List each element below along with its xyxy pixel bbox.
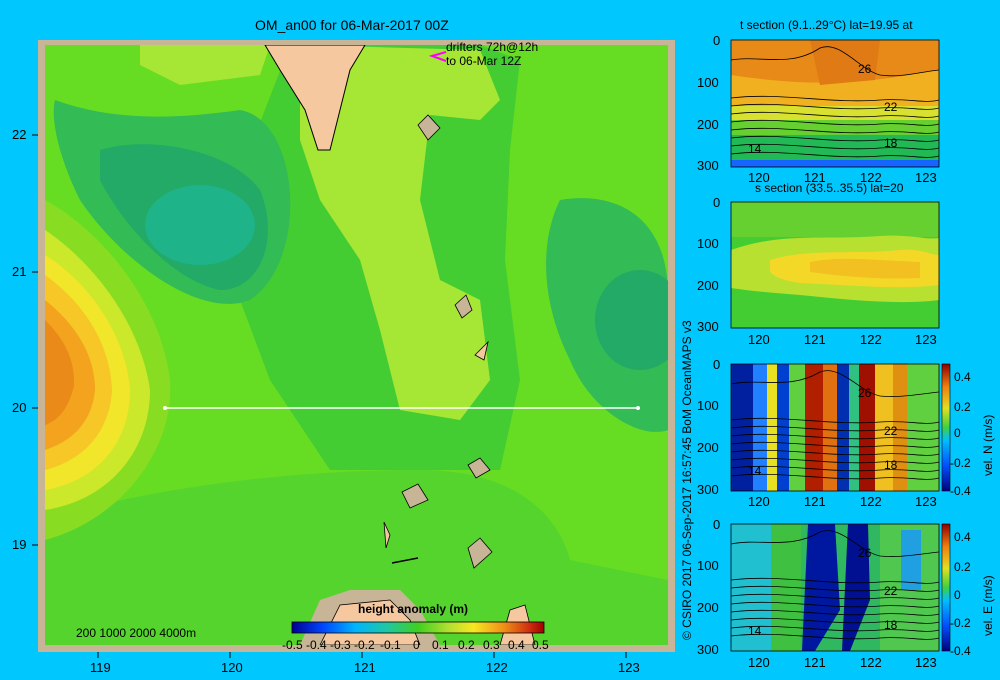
- colorbar-label: height anomaly (m): [358, 602, 469, 616]
- panel4-contour-label: 14: [748, 624, 762, 638]
- panel1-contour-label: 14: [748, 142, 762, 156]
- panel3-contour-label: 18: [884, 458, 898, 472]
- panel1-title: t section (9.1..29°C) lat=19.95 at: [740, 18, 913, 32]
- map-xtick: 120: [221, 660, 243, 675]
- map-xtick: 119: [90, 660, 111, 675]
- map-ytick: 22: [12, 127, 27, 142]
- map-ytick: 21: [12, 264, 27, 279]
- vel-e-label: vel. E (m/s): [981, 575, 995, 636]
- panel4-contour-label: 22: [884, 584, 898, 598]
- panel1-contour-label: 26: [858, 62, 872, 76]
- map-xtick: 122: [486, 660, 508, 675]
- panel3-contour-label: 26: [858, 386, 872, 400]
- credit-text: © CSIRO 2017 06-Sep-2017 16:57:45 BoM Oc…: [680, 320, 694, 640]
- drifters-date: to 06-Mar 12Z: [446, 54, 522, 68]
- panel3-contour-label: 14: [748, 464, 762, 478]
- map-tick-marks: [32, 134, 627, 658]
- drifters-label: drifters 72h@12h: [446, 40, 539, 54]
- map-xtick: 121: [354, 660, 376, 675]
- panel3-contour-label: 22: [884, 424, 898, 438]
- panel4-contour-label: 18: [884, 618, 898, 632]
- map-title: OM_an00 for 06-Mar-2017 00Z: [255, 17, 449, 33]
- vel-n-label: vel. N (m/s): [981, 414, 995, 476]
- depth-legend: 200 1000 2000 4000m: [76, 626, 197, 640]
- map-ytick: 20: [12, 400, 27, 415]
- panel1-contour-label: 18: [884, 136, 898, 150]
- map-xtick: 123: [618, 660, 640, 675]
- panel2-title: s section (33.5..35.5) lat=20: [755, 181, 904, 195]
- panel4-contour-label: 26: [858, 546, 872, 560]
- panel1-contour-label: 22: [884, 100, 898, 114]
- map-ytick: 19: [12, 537, 27, 552]
